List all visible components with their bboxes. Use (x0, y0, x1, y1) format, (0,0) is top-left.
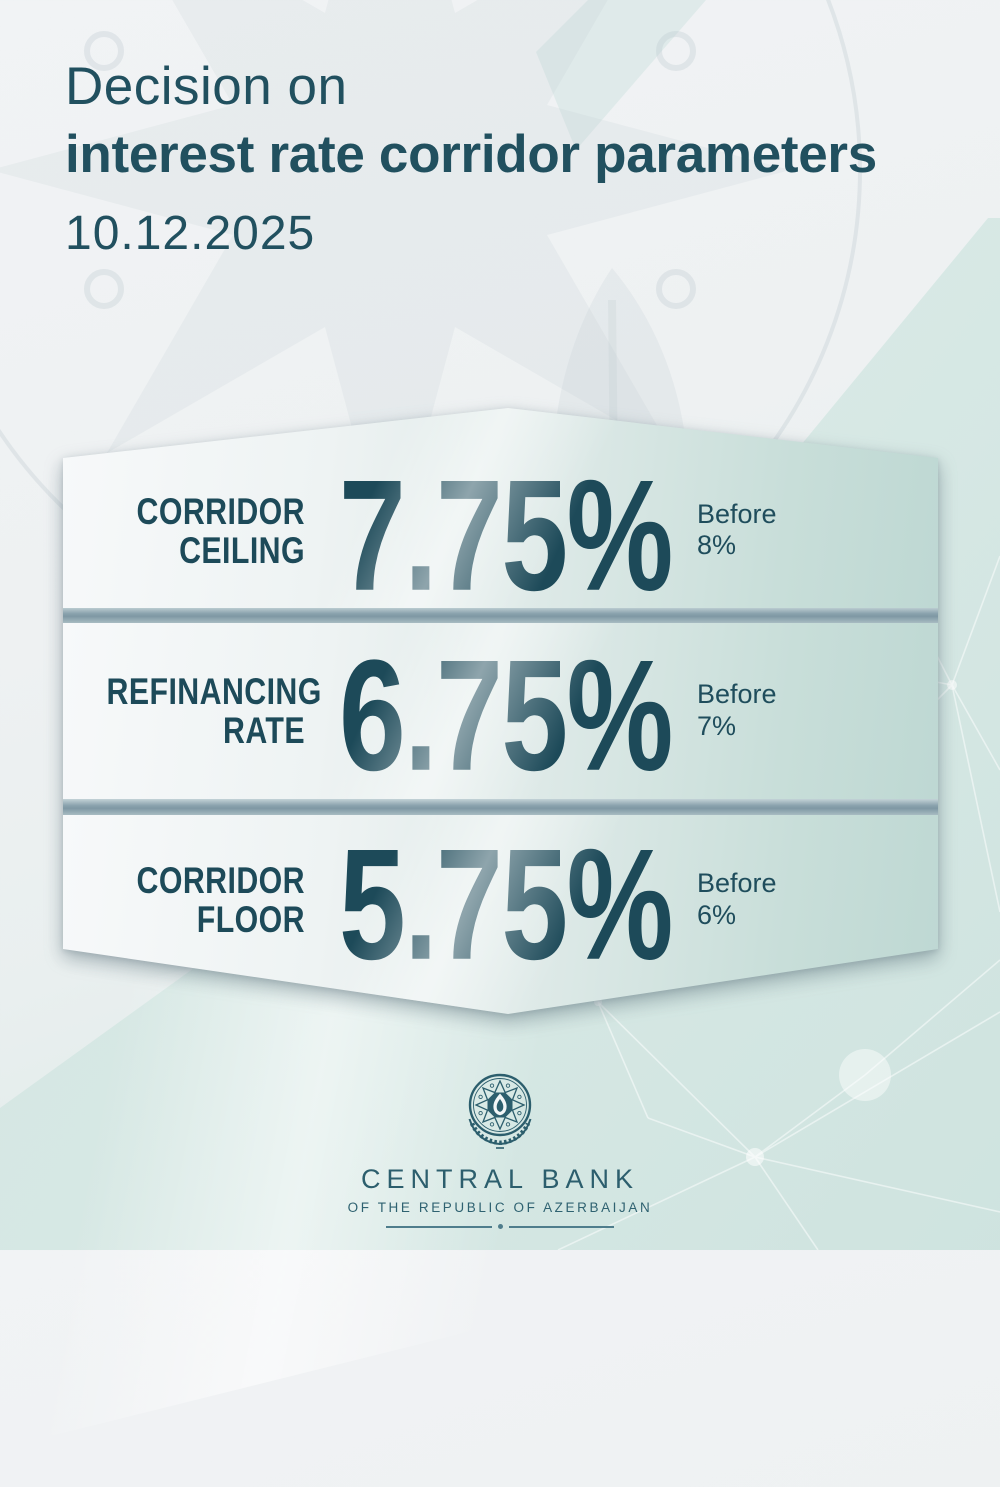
refinancing-rate-panel: REFINANCING RATE 6.75% Before 7% (63, 623, 938, 799)
rates-board: CORRIDOR CEILING 7.75% Before 8% REFINAN… (63, 408, 938, 1014)
before-label: Before (697, 498, 777, 529)
panel-divider (63, 607, 938, 623)
central-bank-logo: CENTRAL BANK OF THE REPUBLIC OF AZERBAIJ… (0, 1072, 1000, 1229)
rate-label-line1: CORRIDOR (136, 859, 305, 901)
rate-label-line1: REFINANCING (106, 670, 322, 712)
page-title-line2: interest rate corridor parameters (65, 125, 877, 184)
rate-label-line2: CEILING (179, 529, 305, 571)
bank-subtitle: OF THE REPUBLIC OF AZERBAIJAN (347, 1200, 653, 1215)
footer-rule (386, 1224, 614, 1229)
rate-label: REFINANCING RATE (107, 672, 322, 751)
rate-before: Before 7% (697, 679, 777, 743)
decision-date: 10.12.2025 (65, 207, 316, 260)
before-label: Before (697, 868, 777, 899)
rate-value: 5.75% (339, 816, 673, 993)
central-bank-emblem-icon (468, 1073, 532, 1149)
page-title-line1: Decision on (65, 57, 348, 116)
before-label: Before (697, 679, 777, 710)
rate-label-line2: FLOOR (196, 899, 305, 940)
before-value: 7% (697, 711, 737, 741)
rate-label-line1: CORRIDOR (136, 490, 305, 532)
rule-dot (497, 1224, 503, 1229)
rate-label: CORRIDOR FLOOR (107, 861, 305, 939)
corridor-ceiling-panel: CORRIDOR CEILING 7.75% Before 8% (63, 408, 938, 608)
rate-label: CORRIDOR CEILING (107, 491, 305, 569)
corridor-floor-panel: CORRIDOR FLOOR 5.75% Before 6% (63, 815, 938, 1014)
rule-segment (508, 1225, 614, 1228)
rate-before: Before 6% (697, 868, 777, 932)
before-value: 8% (697, 530, 737, 561)
before-value: 6% (697, 900, 737, 930)
rule-segment (386, 1225, 492, 1228)
rate-value: 6.75% (339, 627, 673, 804)
rate-value: 7.75% (339, 447, 673, 624)
panel-divider (63, 799, 938, 815)
bank-name: CENTRAL BANK (360, 1164, 640, 1194)
rate-before: Before 8% (697, 499, 777, 563)
rate-label-line2: RATE (223, 710, 305, 751)
